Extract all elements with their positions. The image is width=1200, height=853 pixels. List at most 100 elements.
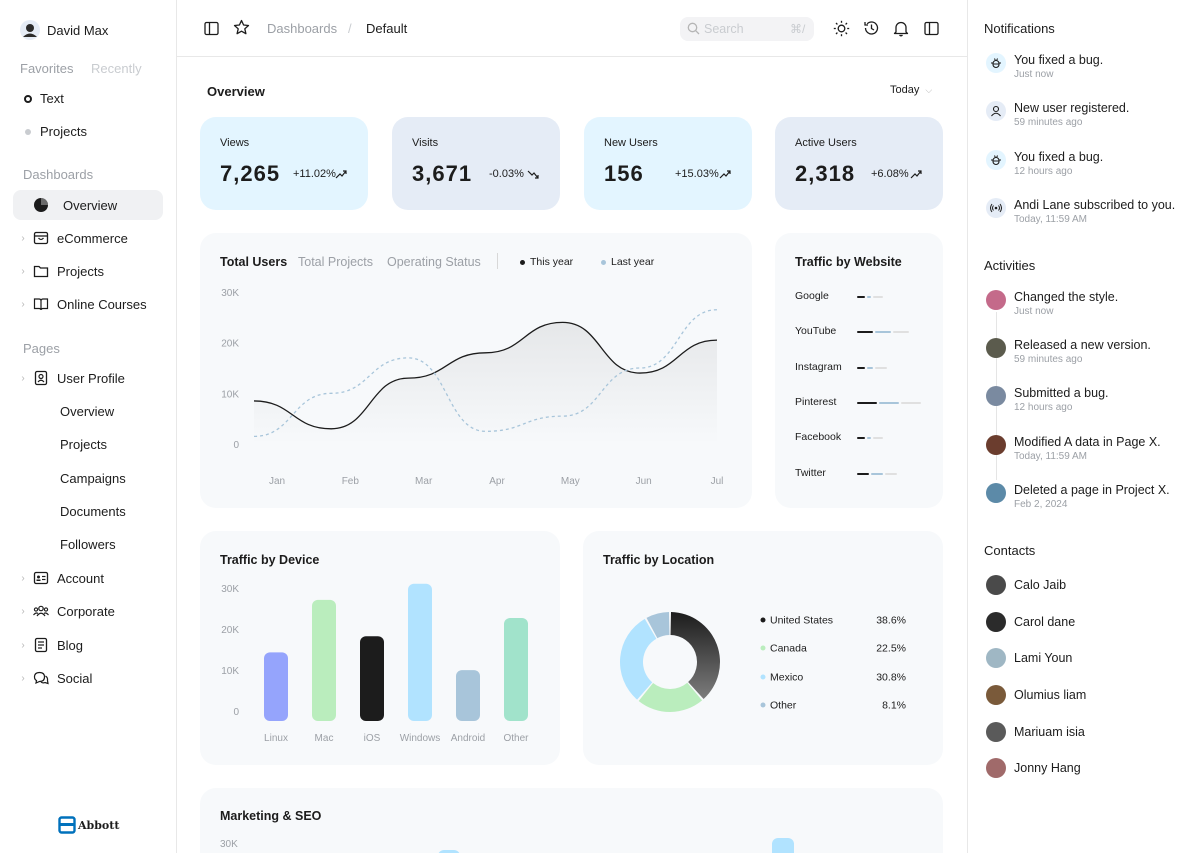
panel-toggle-icon[interactable] <box>924 21 939 39</box>
sidebar-item-label: Overview <box>63 197 118 213</box>
legend-dot <box>520 259 525 265</box>
traffic-bar <box>867 437 871 440</box>
contact-item[interactable]: Lami Youn <box>986 648 1072 668</box>
notification-item[interactable]: Andi Lane subscribed to you. Today, 11:59… <box>986 198 1175 225</box>
stat-card-active-users[interactable]: Active Users 2,318 +6.08% <box>775 117 943 210</box>
favorite-label: Text <box>40 91 64 106</box>
notification-item[interactable]: New user registered. 59 minutes ago <box>986 101 1129 128</box>
sidebar-subitem-projects[interactable]: Projects <box>60 437 107 452</box>
sidebar-subitem-campaigns[interactable]: Campaigns <box>60 471 126 486</box>
avatar <box>986 575 1006 595</box>
legend-label: This year <box>530 256 574 268</box>
sun-icon[interactable] <box>833 20 850 40</box>
activity-item[interactable]: Changed the style. Just now <box>986 290 1118 317</box>
activity-item[interactable]: Submitted a bug. 12 hours ago <box>986 386 1109 413</box>
sidebar-item-ecommerce[interactable]: › eCommerce <box>13 223 163 253</box>
sidebar-item-account[interactable]: › Account <box>13 563 163 593</box>
sidebar-item-online-courses[interactable]: › Online Courses <box>13 289 163 319</box>
contact-item[interactable]: Calo Jaib <box>986 575 1066 595</box>
breadcrumb-current: Default <box>366 21 408 36</box>
stat-card-visits[interactable]: Visits 3,671 -0.03% <box>392 117 560 210</box>
right-panel: Notifications You fixed a bug. Just now Ne… <box>967 0 1200 853</box>
activity-item[interactable]: Deleted a page in Project X. Feb 2, 2024 <box>986 483 1170 510</box>
pie-chart-icon <box>33 197 55 213</box>
sidebar-item-user-profile[interactable]: › User Profile <box>13 363 163 393</box>
avatar <box>986 386 1006 406</box>
bar-windows <box>408 583 432 721</box>
activity-text: Released a new version. <box>1014 338 1151 352</box>
activity-item[interactable]: Modified A data in Page X. Today, 11:59 A… <box>986 435 1161 462</box>
folder-icon <box>33 263 55 279</box>
tab-recently[interactable]: Recently <box>91 61 142 76</box>
contact-name: Mariuam isia <box>1014 725 1085 739</box>
notification-item[interactable]: You fixed a bug. Just now <box>986 53 1103 80</box>
traffic-bar <box>893 331 909 334</box>
avatar <box>986 435 1006 455</box>
notification-text: You fixed a bug. <box>1014 150 1104 164</box>
sidebar-item-projects[interactable]: › Projects <box>13 256 163 286</box>
favorite-item-projects[interactable]: Projects <box>24 124 87 139</box>
history-icon[interactable] <box>863 20 879 39</box>
tab-favorites[interactable]: Favorites <box>20 61 74 76</box>
stat-change: +6.08% <box>871 168 909 180</box>
sidebar: David Max Favorites Recently Text Projec… <box>0 0 177 853</box>
legend-dot <box>601 259 606 265</box>
sidebar-item-corporate[interactable]: › Corporate <box>13 596 163 626</box>
website-label: YouTube <box>795 325 837 338</box>
notification-time: Today, 11:59 AM <box>1014 214 1088 225</box>
favorite-item-text[interactable]: Text <box>24 91 64 106</box>
tab-total-users[interactable]: Total Users <box>220 255 288 269</box>
bug-icon <box>986 53 1006 73</box>
card-title: Marketing & SEO <box>220 809 322 823</box>
sidebar-toggle-icon[interactable] <box>204 21 219 39</box>
notification-item[interactable]: You fixed a bug. 12 hours ago <box>986 150 1103 177</box>
search-input[interactable]: Search ⌘/ <box>680 17 814 41</box>
traffic-bar <box>857 331 873 334</box>
activity-time: 59 minutes ago <box>1014 354 1083 365</box>
activity-item[interactable]: Released a new version. 59 minutes ago <box>986 338 1151 365</box>
contact-item[interactable]: Jonny Hang <box>986 758 1081 778</box>
card-title: Traffic by Device <box>220 553 320 567</box>
website-label: Instagram <box>795 360 842 373</box>
star-icon[interactable] <box>233 19 250 39</box>
dot-icon <box>24 94 32 103</box>
favorite-label: Projects <box>40 124 87 139</box>
stat-card-views[interactable]: Views 7,265 +11.02% <box>200 117 368 210</box>
section-dashboards: Dashboards <box>23 167 94 182</box>
breadcrumb-parent[interactable]: Dashboards <box>267 21 338 36</box>
x-tick-label: Jul <box>711 476 724 487</box>
range-select[interactable]: Today ⌵ <box>890 84 932 96</box>
marketing-card: Marketing & SEO 30K <box>200 788 943 853</box>
line-last-year <box>253 309 718 438</box>
chevron-down-icon: ⌵ <box>925 84 933 95</box>
stat-card-new-users[interactable]: New Users 156 +15.03% <box>584 117 752 210</box>
contact-item[interactable]: Carol dane <box>986 612 1075 632</box>
sidebar-item-overview[interactable]: Overview <box>13 190 163 220</box>
sidebar-subitem-overview[interactable]: Overview <box>60 404 115 419</box>
x-tick-label: Jan <box>269 476 285 487</box>
bell-icon[interactable] <box>893 20 909 40</box>
sidebar-item-social[interactable]: › Social <box>13 663 163 693</box>
user-name: David Max <box>47 22 109 38</box>
user-profile[interactable]: David Max <box>20 20 108 40</box>
tab-operating-status[interactable]: Operating Status <box>387 255 481 269</box>
topbar: Dashboards / Default Search ⌘/ <box>177 0 967 57</box>
y-tick-label: 30K <box>221 288 239 299</box>
y-tick-label: 0 <box>233 707 239 718</box>
traffic-bar <box>873 296 883 298</box>
contact-item[interactable]: Olumius liam <box>986 685 1086 705</box>
stat-label: Active Users <box>795 137 857 149</box>
sidebar-item-blog[interactable]: › Blog <box>13 630 163 660</box>
sidebar-subitem-documents[interactable]: Documents <box>60 504 126 519</box>
traffic-bar <box>879 401 899 404</box>
y-tick-label: 30K <box>220 839 238 850</box>
contact-name: Lami Youn <box>1014 651 1073 665</box>
contact-item[interactable]: Mariuam isia <box>986 722 1085 742</box>
tab-total-projects[interactable]: Total Projects <box>298 255 374 269</box>
sidebar-item-label: Account <box>57 570 104 586</box>
search-shortcut: ⌘/ <box>790 22 806 36</box>
sidebar-subitem-followers[interactable]: Followers <box>60 537 116 552</box>
x-tick-label: Windows <box>400 733 441 744</box>
y-tick-label: 10K <box>221 666 239 677</box>
traffic-bar <box>857 296 865 298</box>
